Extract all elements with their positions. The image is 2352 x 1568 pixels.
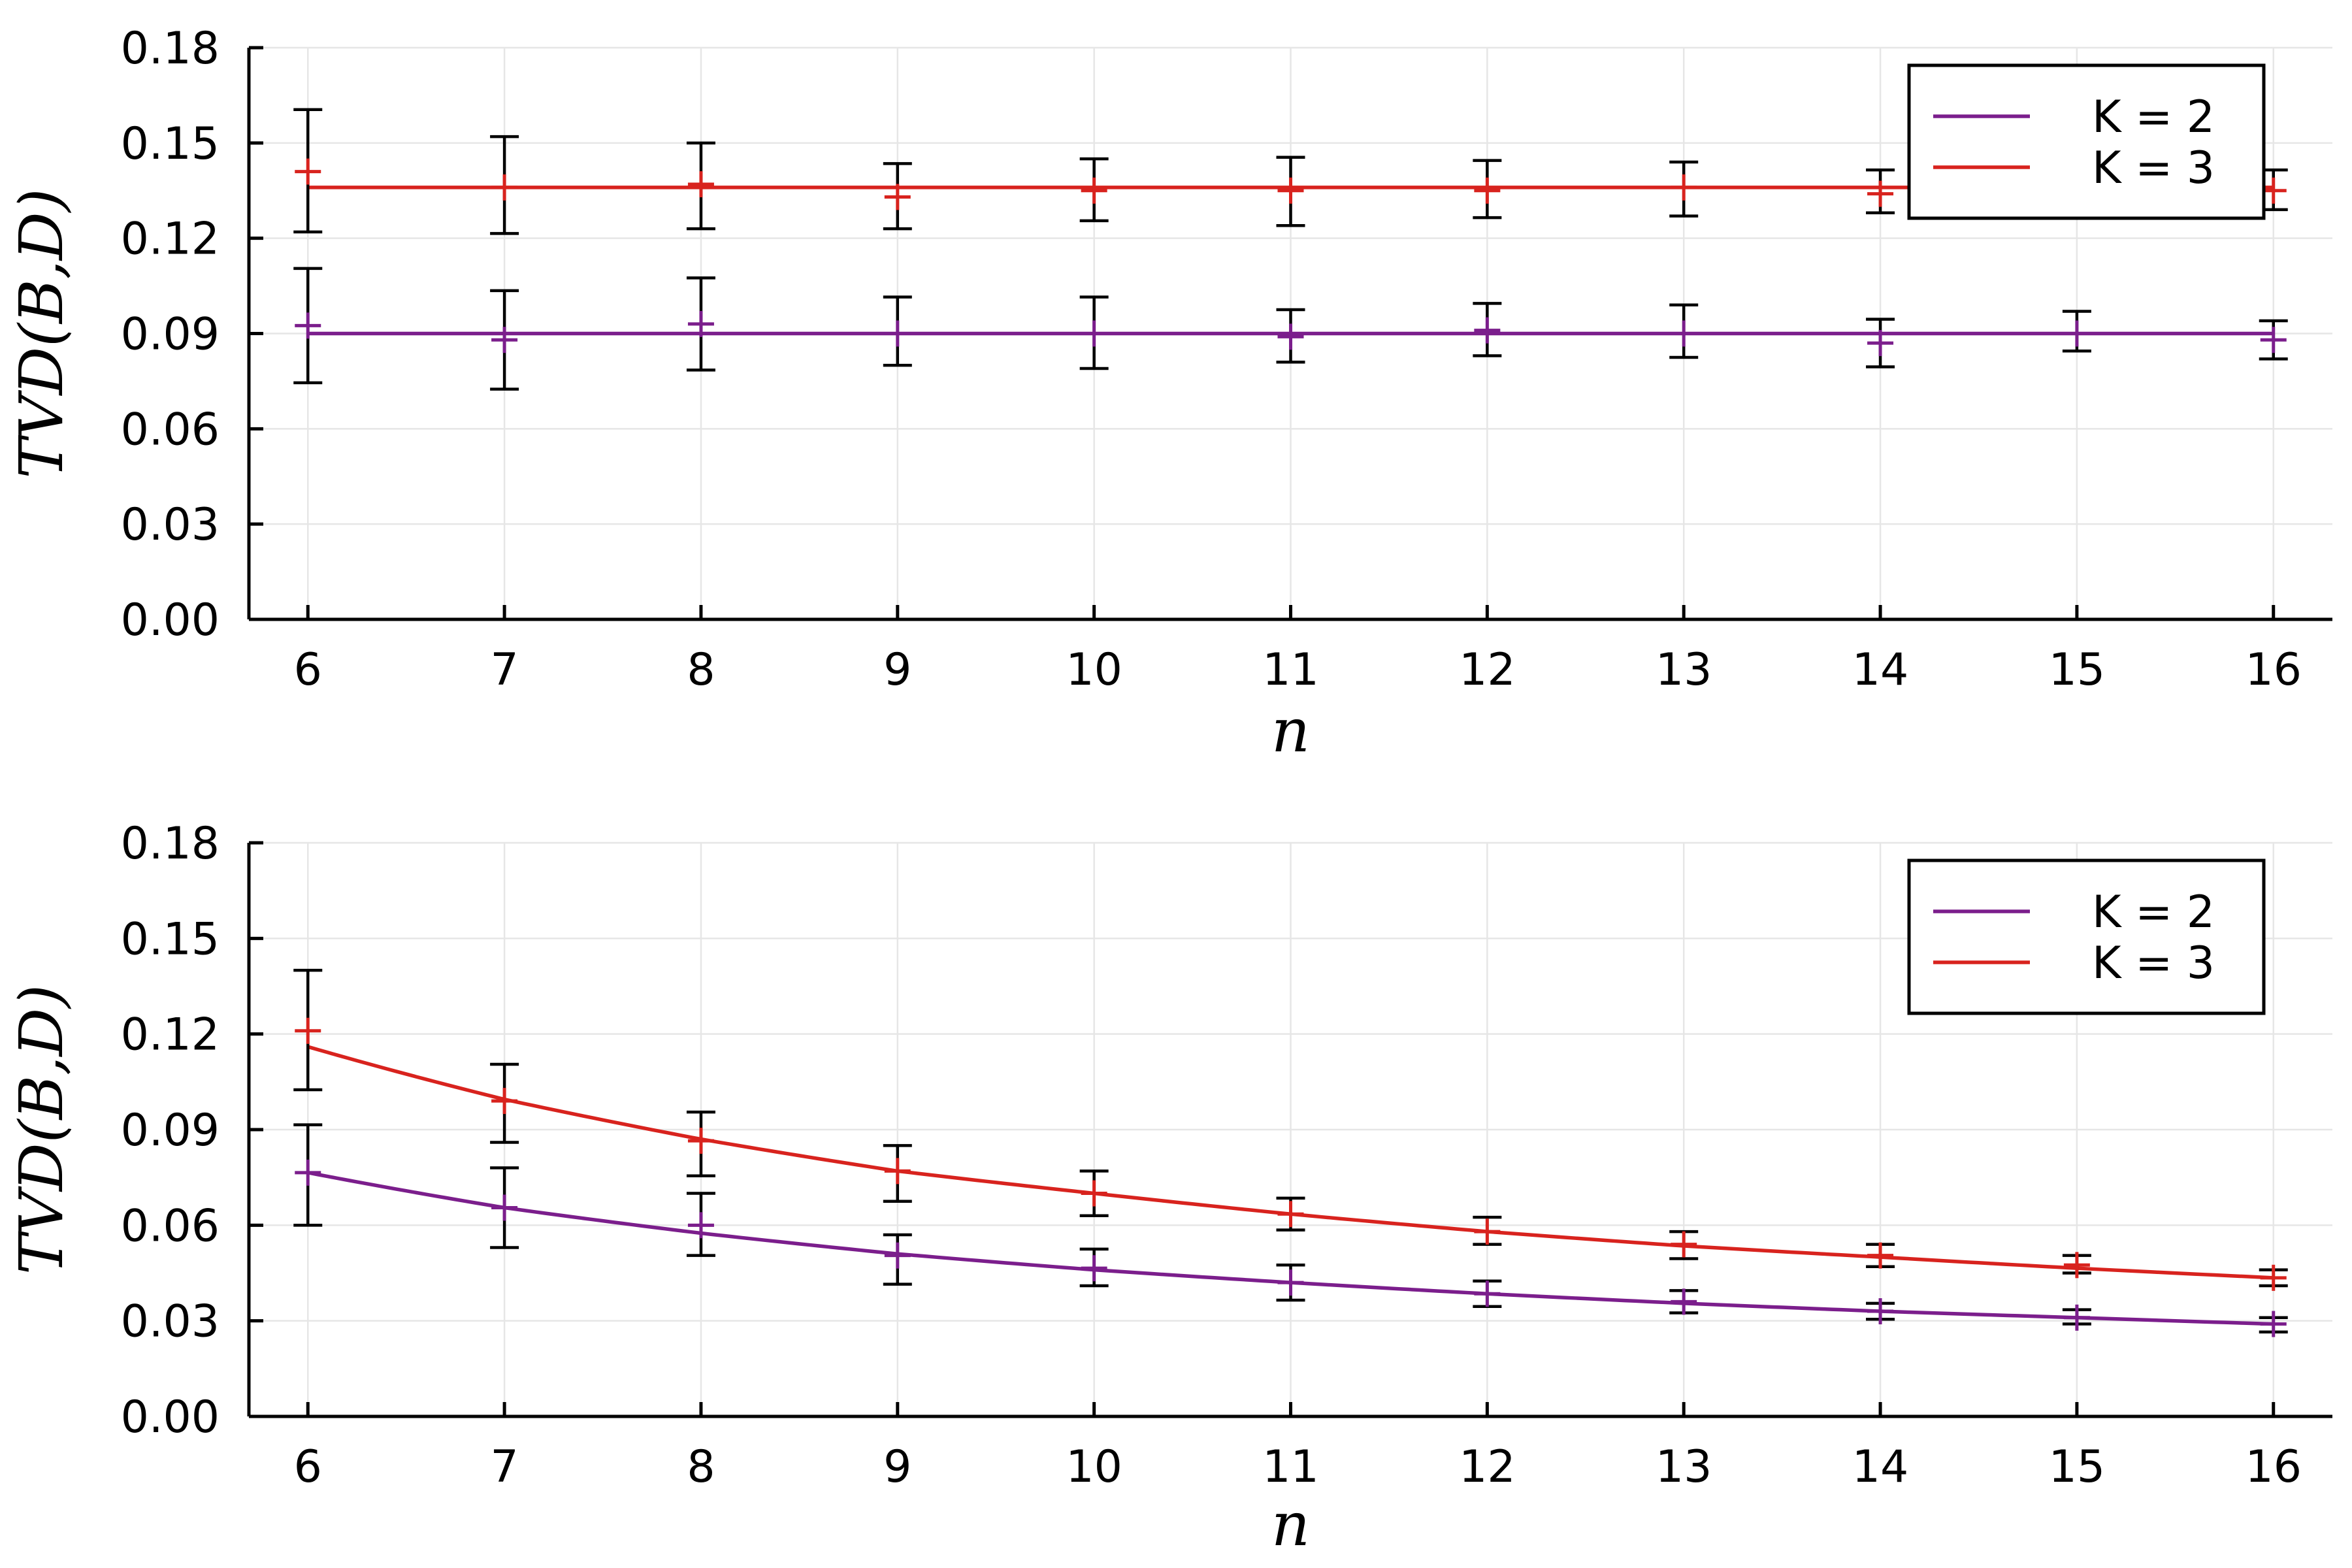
x-tick-label: 6 bbox=[294, 644, 322, 696]
data-point-marker bbox=[295, 1017, 321, 1044]
legend-label: K = 2 bbox=[2092, 91, 2215, 143]
x-tick-label: 16 bbox=[2245, 644, 2302, 696]
series-2 bbox=[293, 968, 2288, 1291]
y-tick-label: 0.18 bbox=[121, 818, 220, 870]
y-tick-label: 0.03 bbox=[121, 499, 220, 551]
data-point-marker bbox=[1867, 1298, 1894, 1325]
y-tick-label: 0.15 bbox=[121, 913, 220, 965]
data-point-marker bbox=[1277, 177, 1304, 204]
x-tick-label: 16 bbox=[2245, 1441, 2302, 1493]
legend: K = 2K = 3 bbox=[1907, 63, 2266, 220]
x-tick-label: 10 bbox=[1066, 1441, 1122, 1493]
legend: K = 2K = 3 bbox=[1907, 858, 2266, 1015]
data-point-marker bbox=[1081, 320, 1107, 347]
data-point-marker bbox=[295, 312, 321, 339]
data-point-marker bbox=[295, 158, 321, 185]
x-tick-label: 10 bbox=[1066, 644, 1122, 696]
data-point-marker bbox=[1081, 1255, 1107, 1282]
series-1 bbox=[293, 267, 2288, 391]
data-point-marker bbox=[687, 1212, 714, 1239]
x-tick-label: 15 bbox=[2049, 1441, 2106, 1493]
x-tick-label: 8 bbox=[687, 1441, 715, 1493]
y-tick-label: 0.12 bbox=[121, 1009, 220, 1061]
y-tick-label: 0.00 bbox=[121, 595, 220, 646]
data-point-marker bbox=[884, 1158, 911, 1184]
data-point-marker bbox=[2260, 1311, 2287, 1337]
y-tick-label: 0.15 bbox=[121, 118, 220, 170]
x-tick-label: 11 bbox=[1262, 1441, 1319, 1493]
data-point-marker bbox=[1277, 1201, 1304, 1228]
y-tick-label: 0.09 bbox=[121, 1105, 220, 1156]
data-point-marker bbox=[1671, 320, 1697, 347]
legend-label: K = 2 bbox=[2092, 887, 2215, 938]
y-axis-title: TVD(B,D) bbox=[7, 189, 76, 479]
x-tick-label: 9 bbox=[883, 644, 911, 696]
y-tick-label: 0.09 bbox=[121, 309, 220, 361]
y-tick-label: 0.06 bbox=[121, 404, 220, 455]
data-point-marker bbox=[1081, 177, 1107, 204]
data-point-marker bbox=[884, 184, 911, 210]
x-axis-title: n bbox=[1271, 696, 1310, 766]
data-point-marker bbox=[1081, 1180, 1107, 1207]
data-point-marker bbox=[687, 1128, 714, 1154]
y-tick-label: 0.00 bbox=[121, 1392, 220, 1443]
x-tick-label: 14 bbox=[1852, 1441, 1909, 1493]
y-tick-label: 0.06 bbox=[121, 1200, 220, 1252]
series-1 bbox=[293, 1123, 2288, 1337]
x-tick-label: 11 bbox=[1262, 644, 1319, 696]
x-tick-label: 7 bbox=[490, 644, 518, 696]
y-tick-label: 0.03 bbox=[121, 1296, 220, 1348]
data-point-marker bbox=[491, 1194, 518, 1221]
x-axis-title: n bbox=[1271, 1490, 1310, 1560]
data-point-marker bbox=[1867, 1242, 1894, 1269]
data-point-marker bbox=[1671, 174, 1697, 201]
data-point-marker bbox=[687, 171, 714, 198]
chart-panel-1: 6 7 8 9 10 11 12 13 14 15 16 0.00 0.03 0.06 0.09 0.12 0.… bbox=[7, 23, 2332, 766]
data-point-marker bbox=[2063, 1304, 2090, 1331]
x-tick-label: 15 bbox=[2049, 644, 2106, 696]
data-point-marker bbox=[1671, 1231, 1697, 1258]
data-point-marker bbox=[1277, 1269, 1304, 1296]
x-tick-label: 9 bbox=[883, 1441, 911, 1493]
data-point-marker bbox=[2063, 320, 2090, 347]
chart-panel-2: 6 7 8 9 10 11 12 13 14 15 16 0.00 0.03 0.06 0.09 0.12 0.… bbox=[7, 818, 2332, 1560]
legend-label: K = 3 bbox=[2092, 142, 2215, 194]
data-point-marker bbox=[1474, 1218, 1501, 1245]
legend-box bbox=[1907, 63, 2266, 220]
x-tick-label: 13 bbox=[1656, 644, 1712, 696]
data-point-marker bbox=[2260, 327, 2287, 353]
data-point-marker bbox=[1867, 330, 1894, 357]
data-point-marker bbox=[295, 1159, 321, 1186]
data-point-marker bbox=[491, 1088, 518, 1115]
data-point-marker bbox=[884, 320, 911, 347]
data-point-marker bbox=[687, 310, 714, 337]
data-point-marker bbox=[491, 174, 518, 201]
data-point-marker bbox=[1474, 1281, 1501, 1307]
data-point-marker bbox=[1474, 177, 1501, 204]
x-tick-label: 13 bbox=[1656, 1441, 1712, 1493]
legend-box bbox=[1907, 858, 2266, 1015]
data-point-marker bbox=[491, 327, 518, 353]
y-tick-label: 0.18 bbox=[121, 23, 220, 74]
data-point-marker bbox=[2260, 1264, 2287, 1291]
x-tick-label: 8 bbox=[687, 644, 715, 696]
y-tick-label: 0.12 bbox=[121, 214, 220, 265]
data-point-marker bbox=[1867, 180, 1894, 207]
x-tick-label: 12 bbox=[1459, 644, 1516, 696]
x-tick-label: 14 bbox=[1852, 644, 1909, 696]
y-axis-title: TVD(B,D) bbox=[7, 985, 76, 1275]
data-point-marker bbox=[1474, 317, 1501, 344]
data-point-marker bbox=[2063, 1252, 2090, 1279]
data-point-marker bbox=[1277, 323, 1304, 350]
x-tick-label: 6 bbox=[294, 1441, 322, 1493]
data-point-marker bbox=[884, 1242, 911, 1269]
legend-label: K = 3 bbox=[2092, 938, 2215, 989]
x-tick-label: 7 bbox=[490, 1441, 518, 1493]
x-tick-label: 12 bbox=[1459, 1441, 1516, 1493]
data-point-marker bbox=[1671, 1288, 1697, 1315]
